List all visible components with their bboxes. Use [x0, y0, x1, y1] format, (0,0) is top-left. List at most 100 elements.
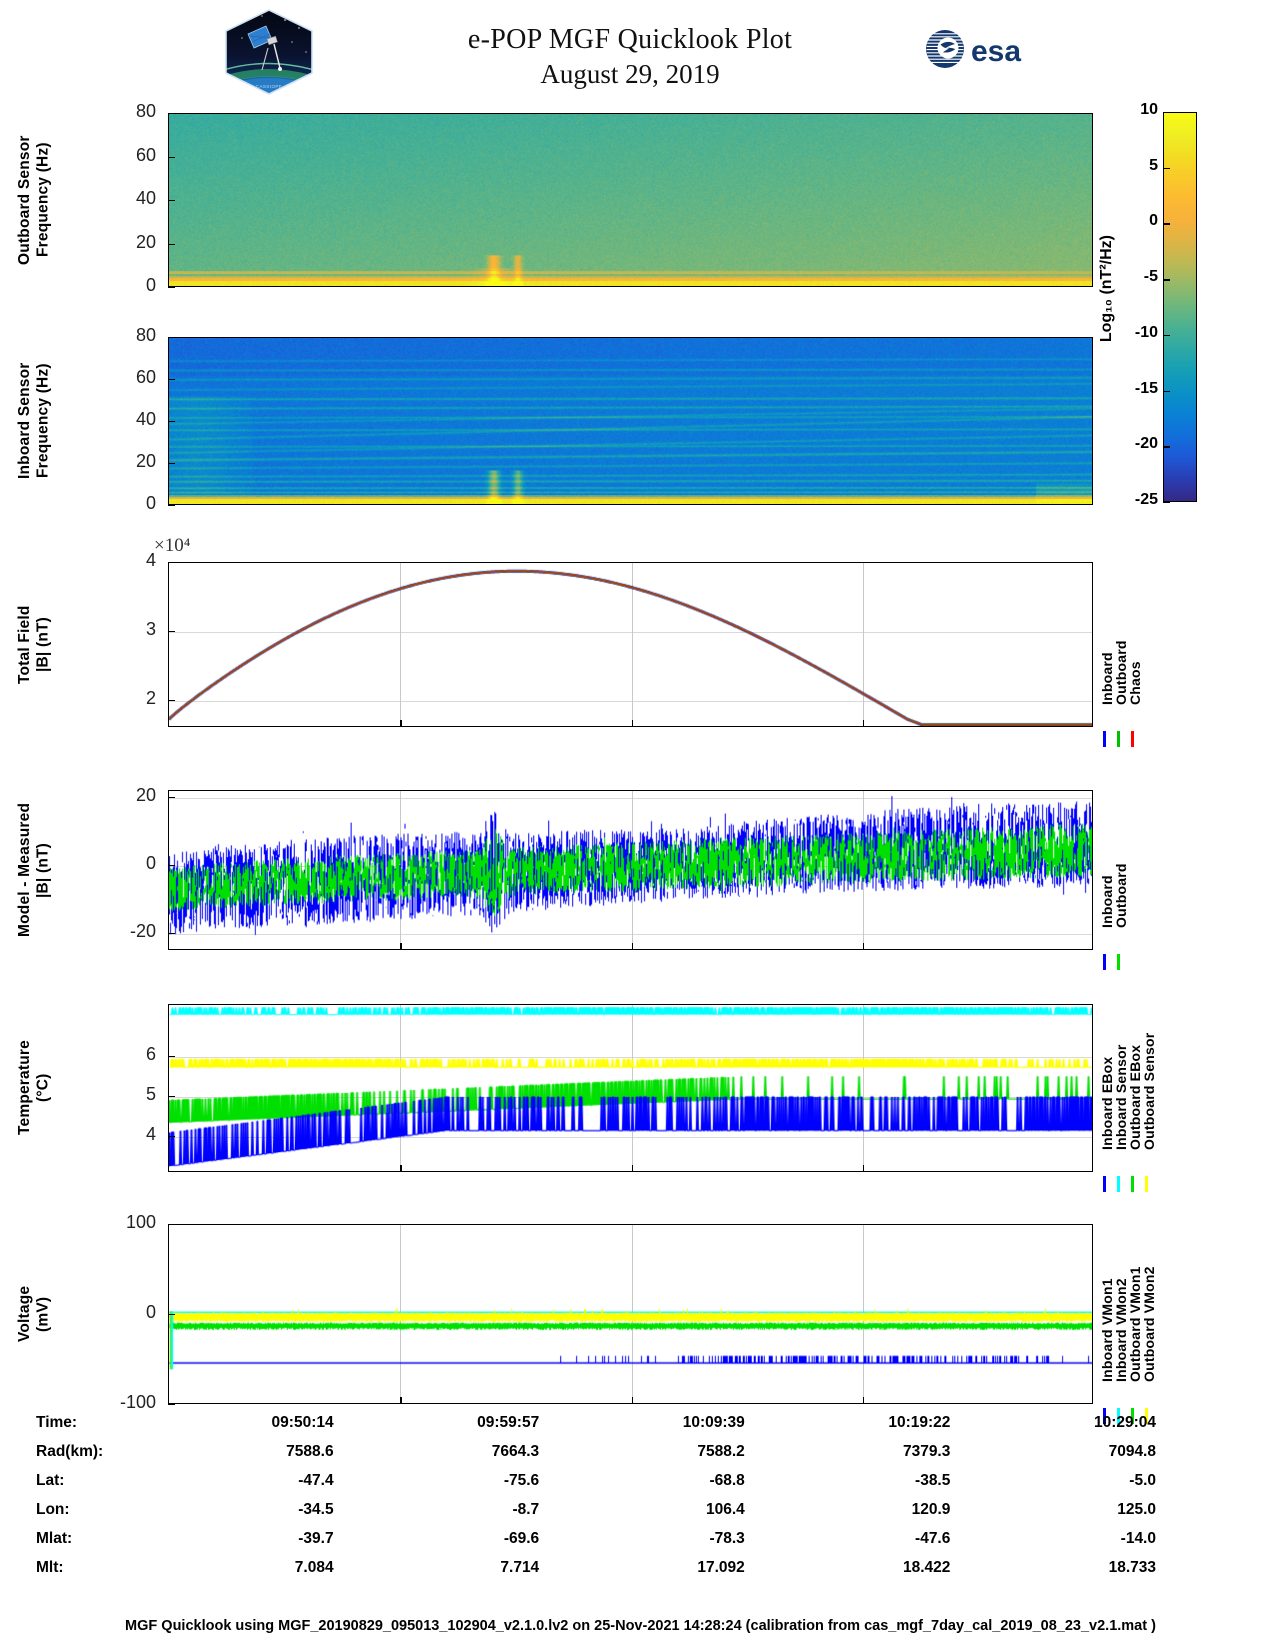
esa-logo-wordmark: esa [971, 35, 1021, 68]
y-tick-label: 40 [135, 188, 156, 208]
y-axis-label-inboard-spectrogram: Inboard Sensor Frequency (Hz) [16, 362, 52, 480]
plot-canvas-inboard-spectrogram [169, 338, 1092, 504]
page-title: e-POP MGF Quicklook Plot August 29, 2019 [330, 24, 930, 90]
panel-total-field [168, 562, 1093, 727]
y-tick-mark [168, 796, 175, 799]
y-tick-mark [168, 1224, 175, 1226]
y-tick-mark [168, 630, 175, 633]
svg-text:CASSIOPE: CASSIOPE [256, 84, 283, 89]
table-row: Mlat: -39.7 -69.6 -78.3 -47.6 -14.0 [36, 1524, 1156, 1553]
y-tick-mark [168, 864, 175, 867]
table-row: Lat: -47.4 -75.6 -68.8 -38.5 -5.0 [36, 1466, 1156, 1495]
table-cell-value: -75.6 [503, 1471, 540, 1489]
colorbar-label: Log₁₀ (nT²/Hz) [1098, 235, 1115, 343]
colorbar-tick-mark [1163, 446, 1170, 448]
y-tick-label: 0 [145, 1302, 156, 1322]
plot-canvas-model-minus-measured [169, 791, 1092, 949]
table-cell-value: 7.084 [294, 1558, 334, 1576]
colorbar-tick-label: -25 [1134, 491, 1158, 508]
y-tick-label: 80 [135, 325, 156, 345]
page-header: CASSIOPE e-POP MGF Quicklook Plot August… [0, 0, 1275, 105]
y-tick-label: 20 [135, 784, 156, 805]
y-axis-exponent: ×10⁴ [154, 535, 191, 556]
y-tick-label: 6 [145, 1044, 156, 1064]
colorbar-tick-label: -15 [1134, 379, 1158, 397]
legend-swatch [1131, 1408, 1135, 1424]
y-tick-mark [168, 1096, 175, 1098]
colorbar-tick-mark [1163, 279, 1170, 281]
y-tick-mark [168, 113, 175, 115]
y-tick-label: 4 [145, 550, 156, 570]
legend-swatch [1103, 731, 1107, 747]
table-row: Mlt: 7.084 7.714 17.092 18.422 18.733 [36, 1553, 1156, 1582]
y-tick-mark [168, 421, 175, 423]
table-row-label: Rad(km): [36, 1442, 104, 1460]
legend-swatch [1103, 1408, 1107, 1424]
y-tick-mark [168, 932, 175, 935]
table-row-label: Time: [36, 1413, 78, 1431]
table-cell-value: -69.6 [503, 1529, 540, 1547]
legend-swatch [1103, 1176, 1107, 1192]
table-cell-value: -14.0 [1120, 1529, 1156, 1547]
table-row-label: Lat: [36, 1471, 65, 1489]
y-axis-label-voltage: Voltage (mV) [16, 1285, 52, 1343]
legend-voltage: Inboard VMon1 Inboard VMon2 Outboard VMon1… [1099, 1224, 1187, 1424]
colorbar-tick-mark [1163, 112, 1170, 114]
legend-label: Outboard [1113, 863, 1129, 928]
panel-temperature [168, 1004, 1093, 1172]
legend-model-minus-measured: Inboard Outboard [1099, 790, 1187, 970]
table-row: Time: 09:50:14 09:59:57 10:09:39 10:19:22 10:… [36, 1408, 1156, 1437]
y-tick-label: 60 [135, 367, 156, 387]
y-tick-mark [168, 379, 175, 381]
ephemeris-table: Time: 09:50:14 09:59:57 10:09:39 10:19:22 10:… [0, 1408, 1275, 1582]
table-cell-value: -8.7 [512, 1500, 540, 1518]
y-tick-mark [168, 287, 175, 289]
table-cell-value: 10:09:39 [682, 1413, 745, 1431]
table-row-label: Mlt: [36, 1558, 64, 1576]
table-cell-value: -38.5 [915, 1471, 951, 1489]
footer-provenance-text: MGF Quicklook using MGF_20190829_095013_… [125, 1618, 1156, 1634]
y-tick-mark [168, 562, 175, 564]
y-axis-label-model-minus-measured: Model - Measured |B| (nT) [16, 802, 52, 938]
plot-canvas-outboard-spectrogram [169, 114, 1092, 286]
y-tick-mark [168, 1136, 175, 1138]
panel-model-minus-measured [168, 790, 1093, 950]
colorbar-tick-label: -10 [1134, 323, 1158, 341]
table-cell-value: 106.4 [705, 1500, 745, 1518]
y-tick-label: 40 [135, 409, 156, 429]
colorbar-tick-mark [1163, 167, 1170, 170]
table-row-label: Mlat: [36, 1529, 73, 1547]
cassiope-mission-patch-icon: CASSIOPE [225, 9, 313, 95]
legend-label: Outboard VMon2 [1141, 1266, 1157, 1382]
y-axis-label-temperature: Temperature (°C) [16, 1040, 52, 1136]
legend-label: Chaos [1127, 661, 1143, 705]
table-cell-value: -68.8 [709, 1471, 745, 1489]
y-tick-label: 4 [145, 1124, 156, 1144]
table-row: Lon: -34.5 -8.7 106.4 120.9 125.0 [36, 1495, 1156, 1524]
colorbar [1163, 112, 1197, 502]
colorbar-tick-mark [1163, 502, 1170, 504]
panel-voltage [168, 1224, 1093, 1404]
colorbar-tick-label: 5 [1149, 156, 1158, 174]
table-cell-value: 7664.3 [491, 1442, 540, 1460]
table-cell-value: -47.4 [298, 1471, 334, 1489]
y-tick-mark [168, 156, 175, 158]
y-tick-label: 0 [145, 493, 156, 513]
y-tick-label: -100 [119, 1392, 156, 1412]
table-cell-value: -34.5 [298, 1500, 334, 1518]
legend-temperature: Inboard EBox Inboard Sensor Outboard EBox O… [1099, 1004, 1187, 1192]
legend-swatch [1117, 1176, 1121, 1192]
y-tick-mark [168, 463, 175, 465]
esa-logo-icon: esa [926, 30, 1021, 68]
title-date-text: August 29, 2019 [540, 59, 720, 90]
y-axis-label-total-field: Total Field |B| (nT) [16, 605, 52, 684]
table-cell-value: 18.733 [1108, 1558, 1156, 1576]
y-tick-label: 2 [145, 687, 156, 708]
table-cell-value: 7588.2 [697, 1442, 745, 1460]
panel-outboard-spectrogram [168, 113, 1093, 287]
table-cell-value: -47.6 [915, 1529, 951, 1547]
legend-swatch [1117, 954, 1121, 970]
ephemeris-table-grid: Time: 09:50:14 09:59:57 10:09:39 10:19:22 10:… [36, 1408, 1156, 1582]
legend-swatch [1145, 1408, 1149, 1424]
title-main-text: e-POP MGF Quicklook Plot [467, 24, 793, 55]
